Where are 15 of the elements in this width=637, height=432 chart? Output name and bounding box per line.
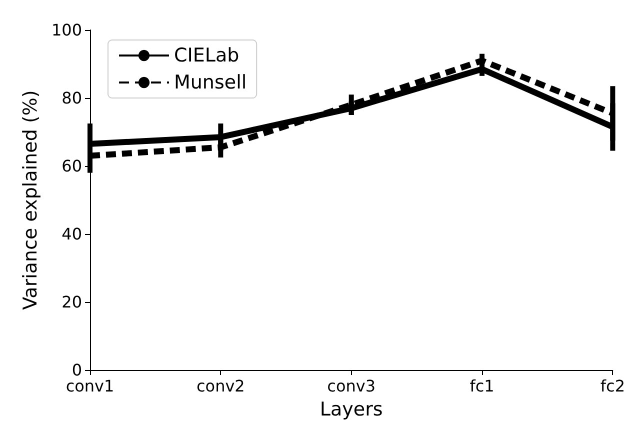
y-tick-label: 60 (62, 156, 82, 176)
legend-label: CIELab (174, 44, 240, 66)
y-axis-title: Variance explained (%) (20, 90, 42, 310)
legend-label: Munsell (174, 72, 247, 94)
x-tick-label: conv3 (327, 376, 376, 396)
y-tick-label: 0 (72, 360, 82, 380)
x-tick-label: fc1 (470, 376, 494, 396)
x-tick-label: conv1 (66, 376, 114, 396)
y-tick-label: 20 (62, 292, 82, 312)
y-tick-label: 40 (62, 224, 82, 244)
y-tick-label: 80 (62, 88, 82, 108)
x-tick-label: fc2 (600, 376, 625, 396)
y-tick-label: 100 (51, 20, 82, 40)
x-axis-title: Layers (320, 398, 383, 420)
x-tick-label: conv2 (196, 376, 245, 396)
